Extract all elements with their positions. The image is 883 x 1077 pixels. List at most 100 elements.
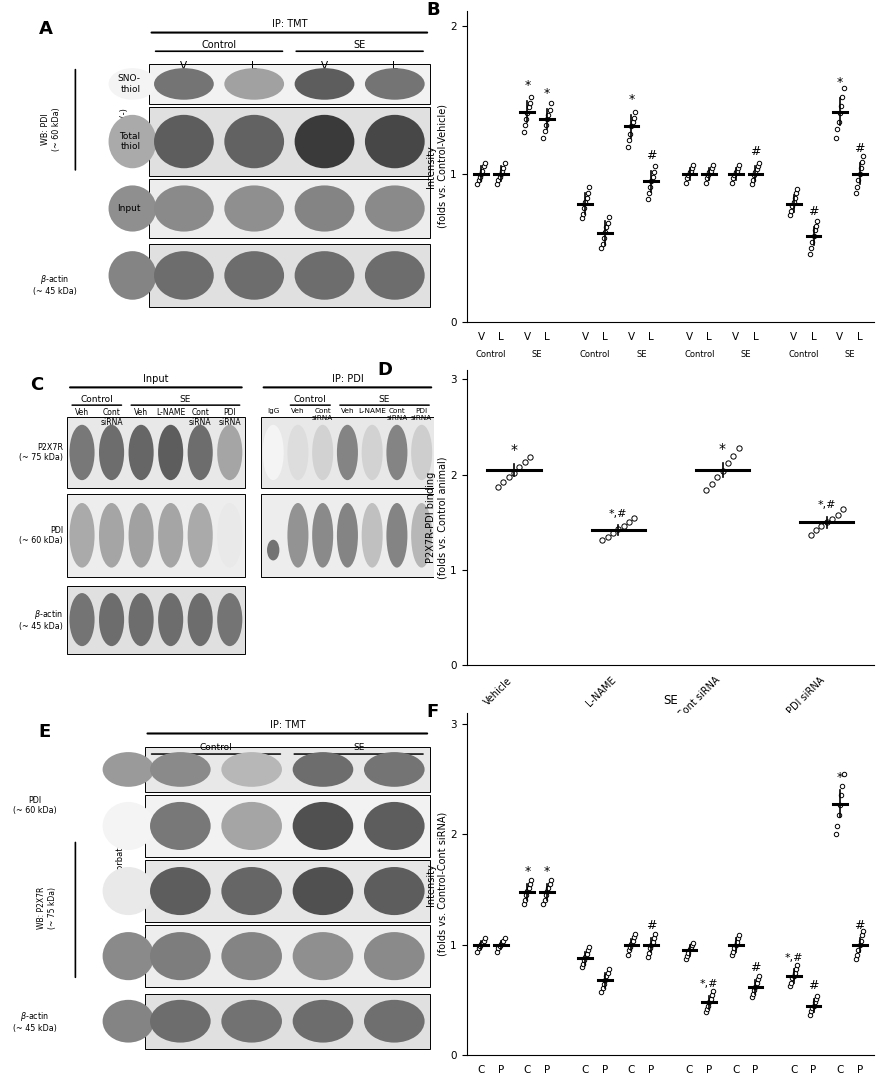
Ellipse shape [313,503,333,568]
Ellipse shape [129,503,154,568]
Text: PDI
siRNA: PDI siRNA [383,757,405,777]
Text: SE: SE [844,350,855,360]
Ellipse shape [129,424,154,480]
Text: SE: SE [353,743,365,753]
Ellipse shape [102,932,155,980]
Text: SNO-thiol/PDI: SNO-thiol/PDI [588,376,649,384]
Text: #: # [855,141,865,155]
Text: ascorbate (-): ascorbate (-) [120,109,129,163]
Text: SE: SE [180,394,191,404]
Y-axis label: P2X7R-PDI binding
(folds vs. Control animal): P2X7R-PDI binding (folds vs. Control ani… [426,457,448,578]
Text: SE: SE [740,350,751,360]
Ellipse shape [70,503,94,568]
Text: *: * [629,93,635,106]
Text: Control: Control [684,350,714,360]
Ellipse shape [158,593,183,646]
Text: PDI: PDI [507,376,522,384]
Ellipse shape [217,424,242,480]
FancyBboxPatch shape [148,108,430,176]
Ellipse shape [387,424,407,480]
Ellipse shape [387,503,407,568]
Text: L: L [252,60,257,71]
Text: #: # [646,919,657,932]
Text: Input: Input [143,375,169,384]
Ellipse shape [292,999,353,1043]
Text: IgG: IgG [267,408,279,414]
Ellipse shape [224,185,284,232]
Ellipse shape [224,251,284,299]
Text: Cont
siRNA: Cont siRNA [386,408,408,421]
Text: Total thiol/PDI: Total thiol/PDI [691,376,753,384]
Text: V: V [180,60,187,71]
Ellipse shape [295,68,354,100]
Text: *,#: *,# [818,500,836,509]
FancyBboxPatch shape [67,417,245,488]
FancyBboxPatch shape [145,795,430,857]
Ellipse shape [295,251,354,299]
FancyBboxPatch shape [145,925,430,987]
Text: E: E [39,724,51,741]
Text: B: B [426,1,440,19]
Ellipse shape [217,593,242,646]
Text: *: * [544,87,550,100]
Ellipse shape [224,115,284,168]
Ellipse shape [188,503,213,568]
Text: Control: Control [476,350,506,360]
Text: PDI
(~ 60 kDa): PDI (~ 60 kDa) [19,526,64,545]
Ellipse shape [295,115,354,168]
Text: Veh: Veh [134,408,148,417]
Text: Veh: Veh [75,408,89,417]
Text: SNO-
thiol: SNO- thiol [117,74,140,94]
Ellipse shape [365,251,425,299]
Text: $\beta$-actin
(~ 45 kDa): $\beta$-actin (~ 45 kDa) [19,607,64,631]
Ellipse shape [292,802,353,850]
Text: PDI
siRNA: PDI siRNA [411,408,433,421]
Ellipse shape [364,932,425,980]
Text: Control: Control [789,350,819,360]
Ellipse shape [222,932,282,980]
Text: Control: Control [201,40,237,50]
Text: Cont
siRNA: Cont siRNA [101,408,123,428]
Ellipse shape [337,424,358,480]
Ellipse shape [288,503,308,568]
Text: #: # [808,979,819,993]
Ellipse shape [365,115,425,168]
Text: Control: Control [80,394,113,404]
Text: PDI
siRNA: PDI siRNA [240,757,263,777]
Y-axis label: Intensity
(folds vs. Control-Vehicle): Intensity (folds vs. Control-Vehicle) [426,104,448,228]
Text: A: A [39,20,53,38]
Ellipse shape [292,752,353,787]
Ellipse shape [188,424,213,480]
FancyBboxPatch shape [145,994,430,1049]
Ellipse shape [364,867,425,915]
Text: Input: Input [117,204,140,213]
Text: L-NAME: L-NAME [156,408,185,417]
Text: #: # [751,144,761,157]
Text: *: * [719,443,726,457]
Ellipse shape [222,802,282,850]
Text: IP: TMT: IP: TMT [272,19,307,29]
FancyBboxPatch shape [260,494,434,576]
Ellipse shape [313,424,333,480]
Ellipse shape [154,115,214,168]
Ellipse shape [292,932,353,980]
Y-axis label: Intensity
(folds vs. Control-Cont siRNA): Intensity (folds vs. Control-Cont siRNA) [426,812,448,956]
Ellipse shape [150,867,211,915]
Text: *: * [837,771,843,784]
FancyBboxPatch shape [67,494,245,576]
Ellipse shape [158,503,183,568]
Ellipse shape [154,185,214,232]
Text: *: * [525,80,531,93]
Ellipse shape [295,185,354,232]
Ellipse shape [362,503,382,568]
FancyBboxPatch shape [145,747,430,792]
Text: Cont
siRNA: Cont siRNA [312,408,333,421]
Ellipse shape [365,185,425,232]
Text: SE: SE [379,394,390,404]
Text: WB: PDI
(~ 60 kDa): WB: PDI (~ 60 kDa) [42,108,61,151]
Text: P2X7R
(~ 75 kDa): P2X7R (~ 75 kDa) [19,443,64,462]
Ellipse shape [102,867,155,915]
Ellipse shape [222,752,282,787]
Ellipse shape [154,251,214,299]
Ellipse shape [364,752,425,787]
